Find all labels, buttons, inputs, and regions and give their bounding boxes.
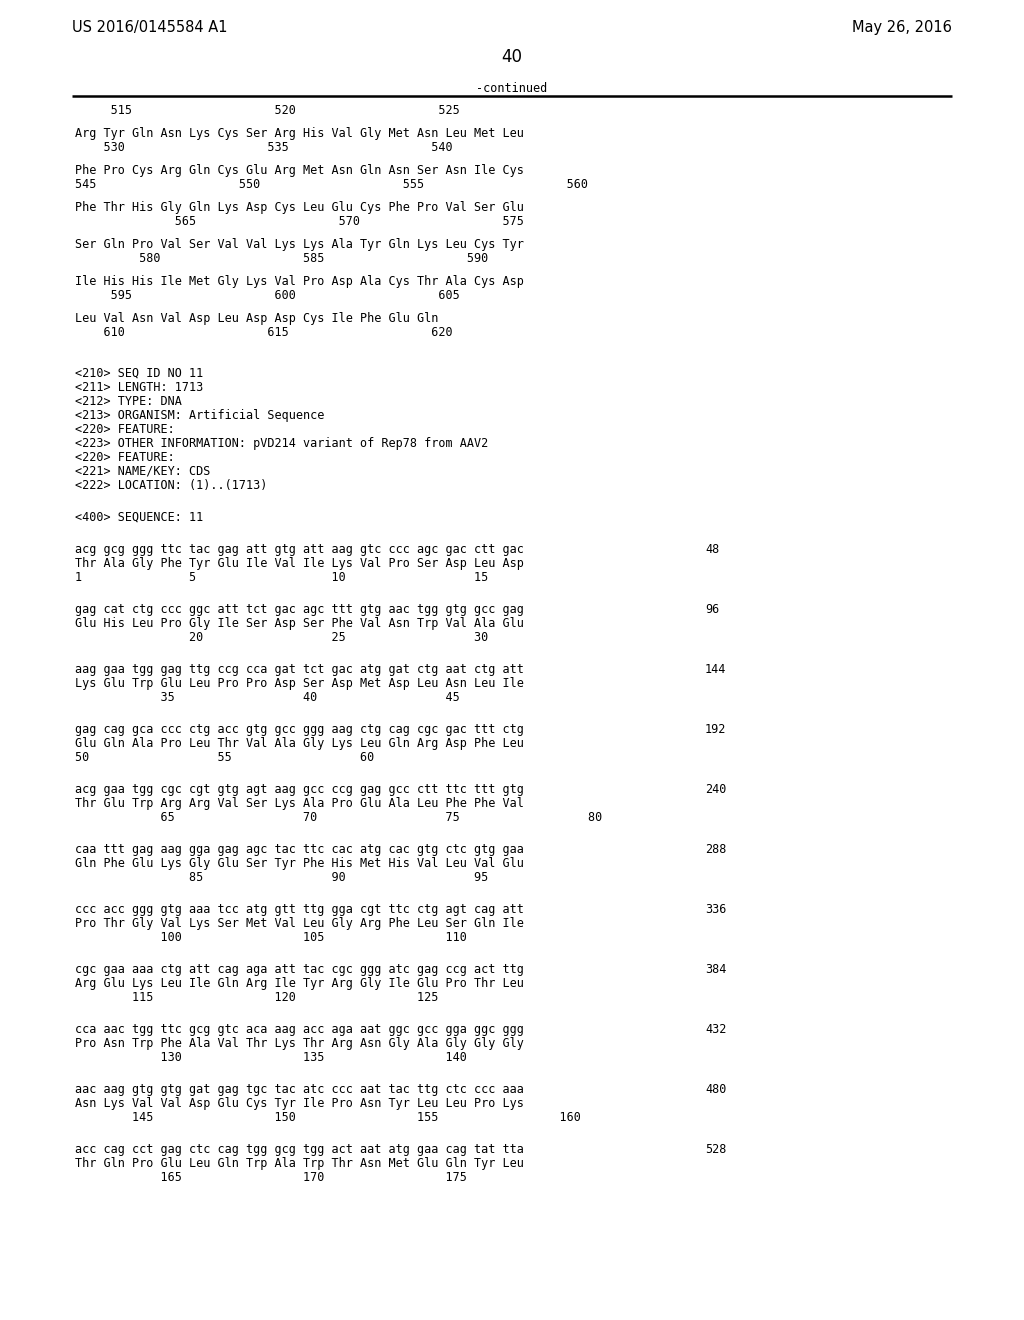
Text: Pro Thr Gly Val Lys Ser Met Val Leu Gly Arg Phe Leu Ser Gln Ile: Pro Thr Gly Val Lys Ser Met Val Leu Gly … (75, 917, 524, 931)
Text: Phe Pro Cys Arg Gln Cys Glu Arg Met Asn Gln Asn Ser Asn Ile Cys: Phe Pro Cys Arg Gln Cys Glu Arg Met Asn … (75, 164, 524, 177)
Text: caa ttt gag aag gga gag agc tac ttc cac atg cac gtg ctc gtg gaa: caa ttt gag aag gga gag agc tac ttc cac … (75, 843, 524, 855)
Text: acc cag cct gag ctc cag tgg gcg tgg act aat atg gaa cag tat tta: acc cag cct gag ctc cag tgg gcg tgg act … (75, 1143, 524, 1156)
Text: 288: 288 (705, 843, 726, 855)
Text: 100                 105                 110: 100 105 110 (75, 931, 467, 944)
Text: Arg Glu Lys Leu Ile Gln Arg Ile Tyr Arg Gly Ile Glu Pro Thr Leu: Arg Glu Lys Leu Ile Gln Arg Ile Tyr Arg … (75, 977, 524, 990)
Text: <220> FEATURE:: <220> FEATURE: (75, 422, 175, 436)
Text: 35                  40                  45: 35 40 45 (75, 690, 460, 704)
Text: 85                  90                  95: 85 90 95 (75, 871, 488, 884)
Text: -continued: -continued (476, 82, 548, 95)
Text: <221> NAME/KEY: CDS: <221> NAME/KEY: CDS (75, 465, 210, 478)
Text: <213> ORGANISM: Artificial Sequence: <213> ORGANISM: Artificial Sequence (75, 409, 325, 422)
Text: 515                    520                    525: 515 520 525 (75, 104, 460, 117)
Text: Glu His Leu Pro Gly Ile Ser Asp Ser Phe Val Asn Trp Val Ala Glu: Glu His Leu Pro Gly Ile Ser Asp Ser Phe … (75, 616, 524, 630)
Text: 50                  55                  60: 50 55 60 (75, 751, 374, 764)
Text: Leu Val Asn Val Asp Leu Asp Asp Cys Ile Phe Glu Gln: Leu Val Asn Val Asp Leu Asp Asp Cys Ile … (75, 312, 438, 325)
Text: cca aac tgg ttc gcg gtc aca aag acc aga aat ggc gcc gga ggc ggg: cca aac tgg ttc gcg gtc aca aag acc aga … (75, 1023, 524, 1036)
Text: 144: 144 (705, 663, 726, 676)
Text: 580                    585                    590: 580 585 590 (75, 252, 488, 265)
Text: <223> OTHER INFORMATION: pVD214 variant of Rep78 from AAV2: <223> OTHER INFORMATION: pVD214 variant … (75, 437, 488, 450)
Text: 565                    570                    575: 565 570 575 (75, 215, 524, 228)
Text: Lys Glu Trp Glu Leu Pro Pro Asp Ser Asp Met Asp Leu Asn Leu Ile: Lys Glu Trp Glu Leu Pro Pro Asp Ser Asp … (75, 677, 524, 690)
Text: Arg Tyr Gln Asn Lys Cys Ser Arg His Val Gly Met Asn Leu Met Leu: Arg Tyr Gln Asn Lys Cys Ser Arg His Val … (75, 127, 524, 140)
Text: gag cag gca ccc ctg acc gtg gcc ggg aag ctg cag cgc gac ttt ctg: gag cag gca ccc ctg acc gtg gcc ggg aag … (75, 723, 524, 737)
Text: aag gaa tgg gag ttg ccg cca gat tct gac atg gat ctg aat ctg att: aag gaa tgg gag ttg ccg cca gat tct gac … (75, 663, 524, 676)
Text: 480: 480 (705, 1082, 726, 1096)
Text: 192: 192 (705, 723, 726, 737)
Text: 96: 96 (705, 603, 719, 616)
Text: Pro Asn Trp Phe Ala Val Thr Lys Thr Arg Asn Gly Ala Gly Gly Gly: Pro Asn Trp Phe Ala Val Thr Lys Thr Arg … (75, 1038, 524, 1049)
Text: 336: 336 (705, 903, 726, 916)
Text: <210> SEQ ID NO 11: <210> SEQ ID NO 11 (75, 367, 203, 380)
Text: 1               5                   10                  15: 1 5 10 15 (75, 572, 488, 583)
Text: US 2016/0145584 A1: US 2016/0145584 A1 (72, 20, 227, 36)
Text: 545                    550                    555                    560: 545 550 555 560 (75, 178, 588, 191)
Text: 528: 528 (705, 1143, 726, 1156)
Text: acg gcg ggg ttc tac gag att gtg att aag gtc ccc agc gac ctt gac: acg gcg ggg ttc tac gag att gtg att aag … (75, 543, 524, 556)
Text: Thr Glu Trp Arg Arg Val Ser Lys Ala Pro Glu Ala Leu Phe Phe Val: Thr Glu Trp Arg Arg Val Ser Lys Ala Pro … (75, 797, 524, 810)
Text: 20                  25                  30: 20 25 30 (75, 631, 488, 644)
Text: Asn Lys Val Val Asp Glu Cys Tyr Ile Pro Asn Tyr Leu Leu Pro Lys: Asn Lys Val Val Asp Glu Cys Tyr Ile Pro … (75, 1097, 524, 1110)
Text: 165                 170                 175: 165 170 175 (75, 1171, 467, 1184)
Text: Gln Phe Glu Lys Gly Glu Ser Tyr Phe His Met His Val Leu Val Glu: Gln Phe Glu Lys Gly Glu Ser Tyr Phe His … (75, 857, 524, 870)
Text: <211> LENGTH: 1713: <211> LENGTH: 1713 (75, 381, 203, 393)
Text: 595                    600                    605: 595 600 605 (75, 289, 460, 302)
Text: 384: 384 (705, 964, 726, 975)
Text: Thr Ala Gly Phe Tyr Glu Ile Val Ile Lys Val Pro Ser Asp Leu Asp: Thr Ala Gly Phe Tyr Glu Ile Val Ile Lys … (75, 557, 524, 570)
Text: 115                 120                 125: 115 120 125 (75, 991, 438, 1005)
Text: 40: 40 (502, 48, 522, 66)
Text: <220> FEATURE:: <220> FEATURE: (75, 451, 175, 465)
Text: Glu Gln Ala Pro Leu Thr Val Ala Gly Lys Leu Gln Arg Asp Phe Leu: Glu Gln Ala Pro Leu Thr Val Ala Gly Lys … (75, 737, 524, 750)
Text: 65                  70                  75                  80: 65 70 75 80 (75, 810, 602, 824)
Text: Phe Thr His Gly Gln Lys Asp Cys Leu Glu Cys Phe Pro Val Ser Glu: Phe Thr His Gly Gln Lys Asp Cys Leu Glu … (75, 201, 524, 214)
Text: <222> LOCATION: (1)..(1713): <222> LOCATION: (1)..(1713) (75, 479, 267, 492)
Text: Thr Gln Pro Glu Leu Gln Trp Ala Trp Thr Asn Met Glu Gln Tyr Leu: Thr Gln Pro Glu Leu Gln Trp Ala Trp Thr … (75, 1158, 524, 1170)
Text: aac aag gtg gtg gat gag tgc tac atc ccc aat tac ttg ctc ccc aaa: aac aag gtg gtg gat gag tgc tac atc ccc … (75, 1082, 524, 1096)
Text: May 26, 2016: May 26, 2016 (852, 20, 952, 36)
Text: acg gaa tgg cgc cgt gtg agt aag gcc ccg gag gcc ctt ttc ttt gtg: acg gaa tgg cgc cgt gtg agt aag gcc ccg … (75, 783, 524, 796)
Text: <400> SEQUENCE: 11: <400> SEQUENCE: 11 (75, 511, 203, 524)
Text: 610                    615                    620: 610 615 620 (75, 326, 453, 339)
Text: Ser Gln Pro Val Ser Val Val Lys Lys Ala Tyr Gln Lys Leu Cys Tyr: Ser Gln Pro Val Ser Val Val Lys Lys Ala … (75, 238, 524, 251)
Text: 145                 150                 155                 160: 145 150 155 160 (75, 1111, 581, 1125)
Text: 130                 135                 140: 130 135 140 (75, 1051, 467, 1064)
Text: gag cat ctg ccc ggc att tct gac agc ttt gtg aac tgg gtg gcc gag: gag cat ctg ccc ggc att tct gac agc ttt … (75, 603, 524, 616)
Text: 432: 432 (705, 1023, 726, 1036)
Text: ccc acc ggg gtg aaa tcc atg gtt ttg gga cgt ttc ctg agt cag att: ccc acc ggg gtg aaa tcc atg gtt ttg gga … (75, 903, 524, 916)
Text: 48: 48 (705, 543, 719, 556)
Text: Ile His His Ile Met Gly Lys Val Pro Asp Ala Cys Thr Ala Cys Asp: Ile His His Ile Met Gly Lys Val Pro Asp … (75, 275, 524, 288)
Text: 240: 240 (705, 783, 726, 796)
Text: <212> TYPE: DNA: <212> TYPE: DNA (75, 395, 182, 408)
Text: cgc gaa aaa ctg att cag aga att tac cgc ggg atc gag ccg act ttg: cgc gaa aaa ctg att cag aga att tac cgc … (75, 964, 524, 975)
Text: 530                    535                    540: 530 535 540 (75, 141, 453, 154)
